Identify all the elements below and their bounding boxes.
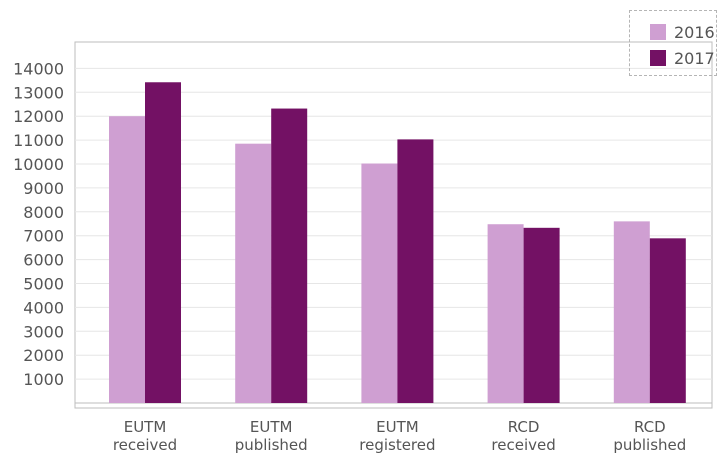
y-tick-label: 5000	[23, 275, 64, 294]
x-tick-label-line: registered	[359, 436, 435, 454]
x-tick-label-line: RCD	[508, 418, 540, 436]
bar-2017-eutm-received	[145, 82, 181, 404]
y-tick-label: 7000	[23, 227, 64, 246]
y-tick-label: 14000	[13, 59, 64, 78]
legend-label-2016: 2016	[674, 22, 715, 42]
bar-2016-rcd-received	[487, 224, 524, 403]
x-tick-label: EUTM published	[235, 418, 308, 454]
x-tick-label: RCD published	[613, 418, 686, 454]
y-tick-label: 2000	[23, 346, 64, 365]
bars	[109, 82, 686, 404]
y-tick-label: 11000	[13, 131, 64, 150]
legend-item-2016: 2016	[650, 22, 715, 42]
x-tick-label-line: RCD	[634, 418, 666, 436]
x-tick-label: EUTM received	[113, 418, 177, 454]
legend-item-2017: 2017	[650, 48, 715, 68]
legend-label-2017: 2017	[674, 48, 715, 68]
y-tick-label: 12000	[13, 107, 64, 126]
y-tick-label: 10000	[13, 155, 64, 174]
y-axis-ticks: 14000 13000 12000 11000 10000 9000 8000 7000 600…	[13, 59, 64, 389]
x-tick-label: EUTM registered	[359, 418, 435, 454]
x-tick-label-line: received	[113, 436, 177, 454]
bar-2017-eutm-published	[271, 108, 308, 403]
plot-frame	[74, 41, 713, 409]
y-tick-label: 3000	[23, 322, 64, 341]
x-tick-label-line: EUTM	[376, 418, 419, 436]
y-tick-label: 9000	[23, 179, 64, 198]
bar-2016-rcd-published	[613, 221, 650, 403]
bar-2016-eutm-published	[235, 143, 272, 403]
legend-swatch-2017	[650, 50, 666, 66]
y-tick-label: 8000	[23, 203, 64, 222]
x-tick-label-line: received	[491, 436, 555, 454]
bar-2017-rcd-received	[523, 227, 560, 403]
y-tick-label: 1000	[23, 370, 64, 389]
bar-2016-eutm-registered	[361, 163, 398, 403]
bar-2016-eutm-received	[109, 116, 145, 403]
bar-2017-eutm-registered	[397, 139, 434, 403]
x-tick-label-line: published	[235, 436, 308, 454]
y-tick-label: 13000	[13, 83, 64, 102]
legend: 2016 2017	[629, 10, 717, 76]
y-tick-label: 4000	[23, 298, 64, 317]
bar-2017-rcd-published	[649, 238, 686, 403]
x-tick-label-line: EUTM	[124, 418, 167, 436]
y-tick-label: 6000	[23, 251, 64, 270]
x-tick-label: RCD received	[491, 418, 555, 454]
x-tick-label-line: EUTM	[250, 418, 293, 436]
legend-swatch-2016	[650, 24, 666, 40]
x-tick-label-line: published	[613, 436, 686, 454]
